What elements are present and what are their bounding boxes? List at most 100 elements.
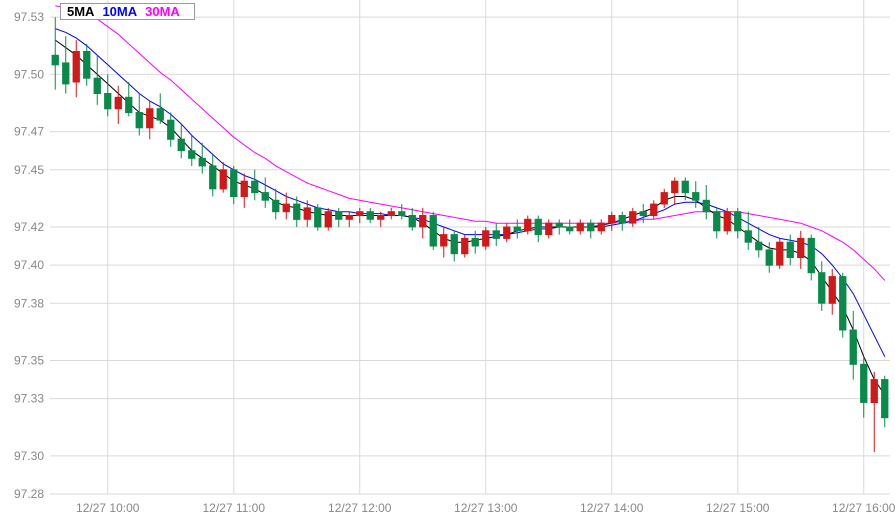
candle (493, 231, 499, 239)
y-axis-label: 97.47 (14, 125, 44, 139)
candle (756, 242, 762, 250)
candle (378, 216, 384, 220)
candle (336, 212, 342, 220)
candle (220, 170, 226, 189)
chart-legend: 5MA 10MA 30MA (60, 3, 203, 20)
x-axis-label: 12/27 13:00 (454, 501, 518, 515)
y-axis-label: 97.28 (14, 487, 44, 501)
candle (357, 212, 363, 216)
candle (514, 227, 520, 231)
candle (745, 231, 751, 242)
y-axis-label: 97.42 (14, 220, 44, 234)
candle (735, 212, 741, 231)
y-axis-label: 97.35 (14, 353, 44, 367)
candle (84, 52, 90, 79)
y-axis-label: 97.30 (14, 449, 44, 463)
candle (588, 223, 594, 231)
x-axis-label: 12/27 15:00 (706, 501, 770, 515)
candle (525, 219, 531, 230)
candle (504, 227, 510, 238)
candle (808, 238, 814, 272)
candle (430, 216, 436, 247)
candle (189, 151, 195, 159)
candle (798, 238, 804, 257)
candle (73, 52, 79, 83)
candle (105, 94, 111, 109)
candle (441, 235, 447, 246)
candle (273, 200, 279, 211)
x-axis-label: 12/27 11:00 (202, 501, 265, 515)
candle (462, 238, 468, 253)
candle (546, 223, 552, 234)
candle (682, 181, 688, 192)
y-axis-label: 97.38 (14, 296, 44, 310)
candle (315, 208, 321, 227)
candle (609, 216, 615, 224)
y-axis-label: 97.33 (14, 392, 44, 406)
candle (294, 204, 300, 219)
x-axis-label: 12/27 14:00 (580, 501, 644, 515)
candle (483, 231, 489, 246)
candle (766, 250, 772, 265)
candle (535, 219, 541, 234)
candle (147, 109, 153, 128)
candle (598, 223, 604, 231)
candle (787, 242, 793, 257)
candle (262, 193, 268, 201)
candle (157, 109, 163, 120)
candle (777, 242, 783, 265)
candle (367, 212, 373, 220)
candle (714, 212, 720, 231)
candle (126, 97, 132, 112)
candle (567, 227, 573, 231)
y-axis-label: 97.45 (14, 163, 44, 177)
candle (409, 216, 415, 227)
legend-item: 5MA (67, 4, 94, 19)
y-axis-label: 97.40 (14, 258, 44, 272)
candle (136, 113, 142, 128)
candle (325, 212, 331, 227)
candle (640, 212, 646, 216)
legend-item: 10MA (102, 4, 137, 19)
y-axis-label: 97.50 (14, 67, 44, 81)
candlestick-chart: 5MA10MA30MA 97.2897.3097.3397.3597.3897.… (0, 0, 895, 526)
chart-svg: 97.28 97.30 97.33 97.35 97.38 97.40 97.42 97.45… (0, 0, 895, 526)
candle (577, 223, 583, 231)
candle (304, 208, 310, 219)
candle (724, 212, 730, 231)
candle (178, 139, 184, 150)
candle (388, 212, 394, 216)
x-axis-label: 12/27 16:00 (832, 501, 895, 515)
candle (661, 193, 667, 204)
candle (94, 78, 100, 93)
candle (210, 166, 216, 189)
candle (672, 181, 678, 192)
candle (168, 120, 174, 139)
y-axis-label: 97.53 (14, 10, 44, 24)
candle (693, 193, 699, 201)
candle (472, 238, 478, 246)
x-axis-label: 12/27 12:00 (328, 501, 392, 515)
candle (630, 212, 636, 223)
candle (231, 170, 237, 197)
candle (850, 330, 856, 364)
candle (703, 200, 709, 211)
candle (63, 63, 69, 84)
candle (840, 277, 846, 330)
candle (819, 273, 825, 304)
candle (871, 380, 877, 403)
candle (199, 158, 205, 166)
legend-item: 30MA (145, 4, 180, 19)
candle (115, 97, 121, 108)
candle (882, 380, 888, 418)
candle (861, 364, 867, 402)
candle (829, 277, 835, 304)
candle (399, 212, 405, 216)
candle (52, 55, 58, 65)
candle (420, 216, 426, 227)
candle (241, 181, 247, 196)
candle (252, 181, 258, 192)
candle (451, 235, 457, 254)
candle (283, 204, 289, 212)
candle (619, 216, 625, 224)
